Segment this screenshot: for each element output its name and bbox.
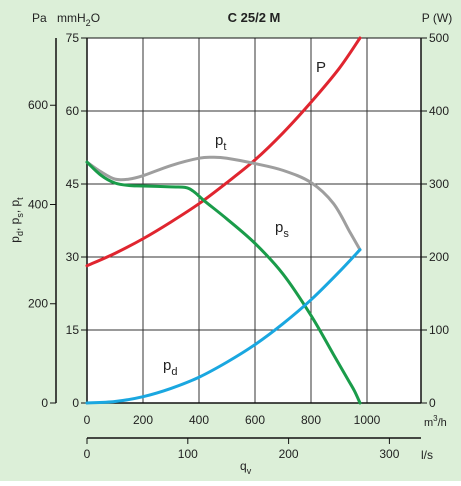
mmh2o-tick-label-15: 15 — [66, 323, 80, 337]
curve-pt — [85, 155, 362, 252]
curve-P — [85, 36, 362, 268]
unit-mmh2o-label: mmH2O — [57, 11, 100, 28]
m3h-tick-label-400: 400 — [189, 413, 209, 427]
unit-m3h-label: m3/h — [424, 414, 447, 429]
ls-tick-label-100: 100 — [178, 447, 198, 461]
mmh2o-tick-label-75: 75 — [66, 31, 80, 45]
ls-tick-label-0: 0 — [84, 447, 91, 461]
w-tick-label-200: 200 — [429, 250, 449, 264]
qv-label: qv — [240, 459, 252, 476]
unit-w-label: P (W) — [422, 11, 452, 25]
ls-tick-label-200: 200 — [279, 447, 299, 461]
m3h-tick-label-1000: 1000 — [354, 413, 381, 427]
curve-ps — [85, 160, 362, 405]
pa-tick-label-0: 0 — [41, 396, 48, 410]
mmh2o-tick-label-0: 0 — [72, 396, 79, 410]
pa-tick-label-200: 200 — [28, 297, 48, 311]
chart-title: C 25/2 M — [228, 10, 281, 25]
curve-pd — [85, 248, 362, 405]
w-tick-label-100: 100 — [429, 323, 449, 337]
m3h-tick-label-200: 200 — [133, 413, 153, 427]
pa-tick-label-400: 400 — [28, 197, 48, 211]
series-label-P: P — [316, 59, 326, 76]
curves — [85, 36, 362, 405]
series-label-pd: pd — [163, 357, 177, 378]
ls-tick-label-300: 300 — [379, 447, 399, 461]
mmh2o-tick-label-60: 60 — [66, 104, 80, 118]
w-tick-label-0: 0 — [429, 396, 436, 410]
w-tick-label-500: 500 — [429, 31, 449, 45]
tick-labels: 0 200 400 600 0 15 30 45 60 75 0 100 200 300 400 500 0 20… — [28, 31, 449, 461]
m3h-tick-label-800: 800 — [301, 413, 321, 427]
pa-tick-label-600: 600 — [28, 98, 48, 112]
mmh2o-tick-label-30: 30 — [66, 250, 80, 264]
mmh2o-tick-label-45: 45 — [66, 177, 80, 191]
m3h-tick-label-0: 0 — [84, 413, 91, 427]
plot-area — [87, 38, 421, 403]
series-label-ps: ps — [275, 219, 289, 240]
w-tick-label-300: 300 — [429, 177, 449, 191]
m3h-tick-label-600: 600 — [245, 413, 265, 427]
y-axis-label: pd, ps, pt — [8, 197, 25, 243]
series-label-pt: pt — [215, 132, 226, 153]
unit-pa-label: Pa — [32, 11, 47, 25]
unit-ls-label: l/s — [421, 448, 433, 462]
w-tick-label-400: 400 — [429, 104, 449, 118]
